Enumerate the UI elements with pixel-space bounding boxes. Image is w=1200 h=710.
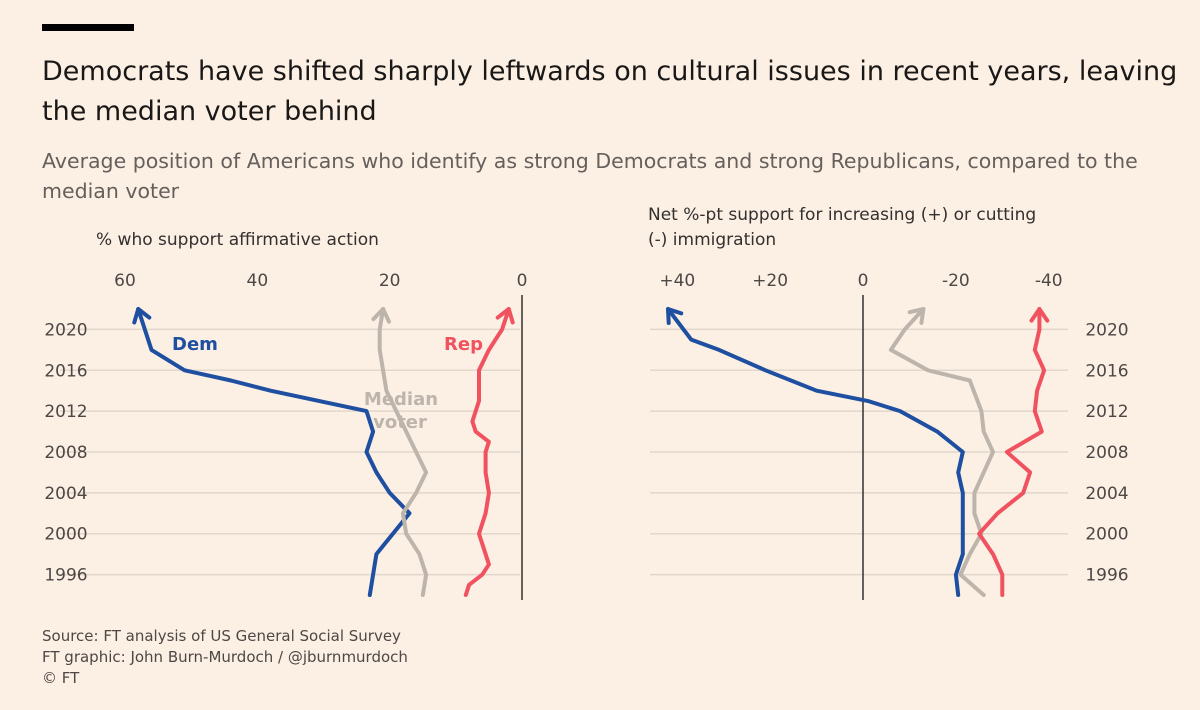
x-tick-label-affirmative-0: 60 [114,271,136,291]
median-series-label-line2: voter [373,412,427,433]
footer: Source: FT analysis of US General Social… [42,626,408,689]
ft-brand-bar [42,24,134,31]
copyright-note: © FT [42,669,80,687]
series-line-affirmative-median-voter [377,307,429,597]
x-tick-label-affirmative-3: 0 [517,271,528,291]
arrowhead-affirmative-median-voter [371,307,391,324]
arrowhead-immigration-dem [666,307,684,325]
y-tick-label-immigration-1996: 1996 [1085,566,1128,586]
credit-note: FT graphic: John Burn-Murdoch / @jburnmu… [42,648,408,666]
rep-series-label: Rep [444,334,483,355]
x-tick-label-immigration-3: -20 [942,271,970,291]
arrowhead-affirmative-rep [495,307,515,325]
series-line-immigration-rep [977,307,1047,597]
median-series-label-line1: Median [364,389,438,410]
y-tick-label-affirmative-1996: 1996 [44,566,87,586]
y-tick-label-affirmative-2012: 2012 [44,402,87,422]
x-tick-label-immigration-0: +40 [659,271,695,291]
y-tick-label-affirmative-2004: 2004 [44,484,87,504]
y-tick-label-affirmative-2020: 2020 [44,320,87,340]
y-tick-label-immigration-2016: 2016 [1085,361,1128,381]
series-line-immigration-dem [666,307,965,597]
x-tick-label-immigration-1: +20 [752,271,788,291]
y-tick-label-immigration-2000: 2000 [1085,525,1128,545]
arrowhead-immigration-median-voter [907,307,926,325]
chart-subtitle: Average position of Americans who identi… [42,149,1138,203]
right-axis-title: Net %-pt support for increasing (+) or c… [648,205,1037,250]
y-tick-label-affirmative-2008: 2008 [44,443,87,463]
chart-title: Democrats have shifted sharply leftwards… [42,56,1178,127]
y-tick-label-immigration-2004: 2004 [1085,484,1128,504]
y-tick-label-affirmative-2000: 2000 [44,525,87,545]
left-axis-title: % who support affirmative action [96,230,379,250]
series-line-immigration-median-voter [888,307,995,597]
arrowhead-immigration-rep [1029,307,1050,323]
x-tick-label-immigration-2: 0 [858,271,869,291]
y-tick-label-immigration-2012: 2012 [1085,402,1128,422]
y-tick-label-immigration-2008: 2008 [1085,443,1128,463]
x-tick-label-affirmative-1: 40 [247,271,269,291]
series-line-affirmative-dem [136,307,412,597]
source-note: Source: FT analysis of US General Social… [42,627,401,645]
x-tick-label-affirmative-2: 20 [379,271,401,291]
dem-series-label: Dem [172,334,218,355]
y-tick-label-immigration-2020: 2020 [1085,320,1128,340]
series-line-affirmative-rep [463,307,511,597]
x-tick-label-immigration-4: -40 [1035,271,1063,291]
arrowhead-affirmative-dem [132,307,152,325]
y-tick-label-affirmative-2016: 2016 [44,361,87,381]
